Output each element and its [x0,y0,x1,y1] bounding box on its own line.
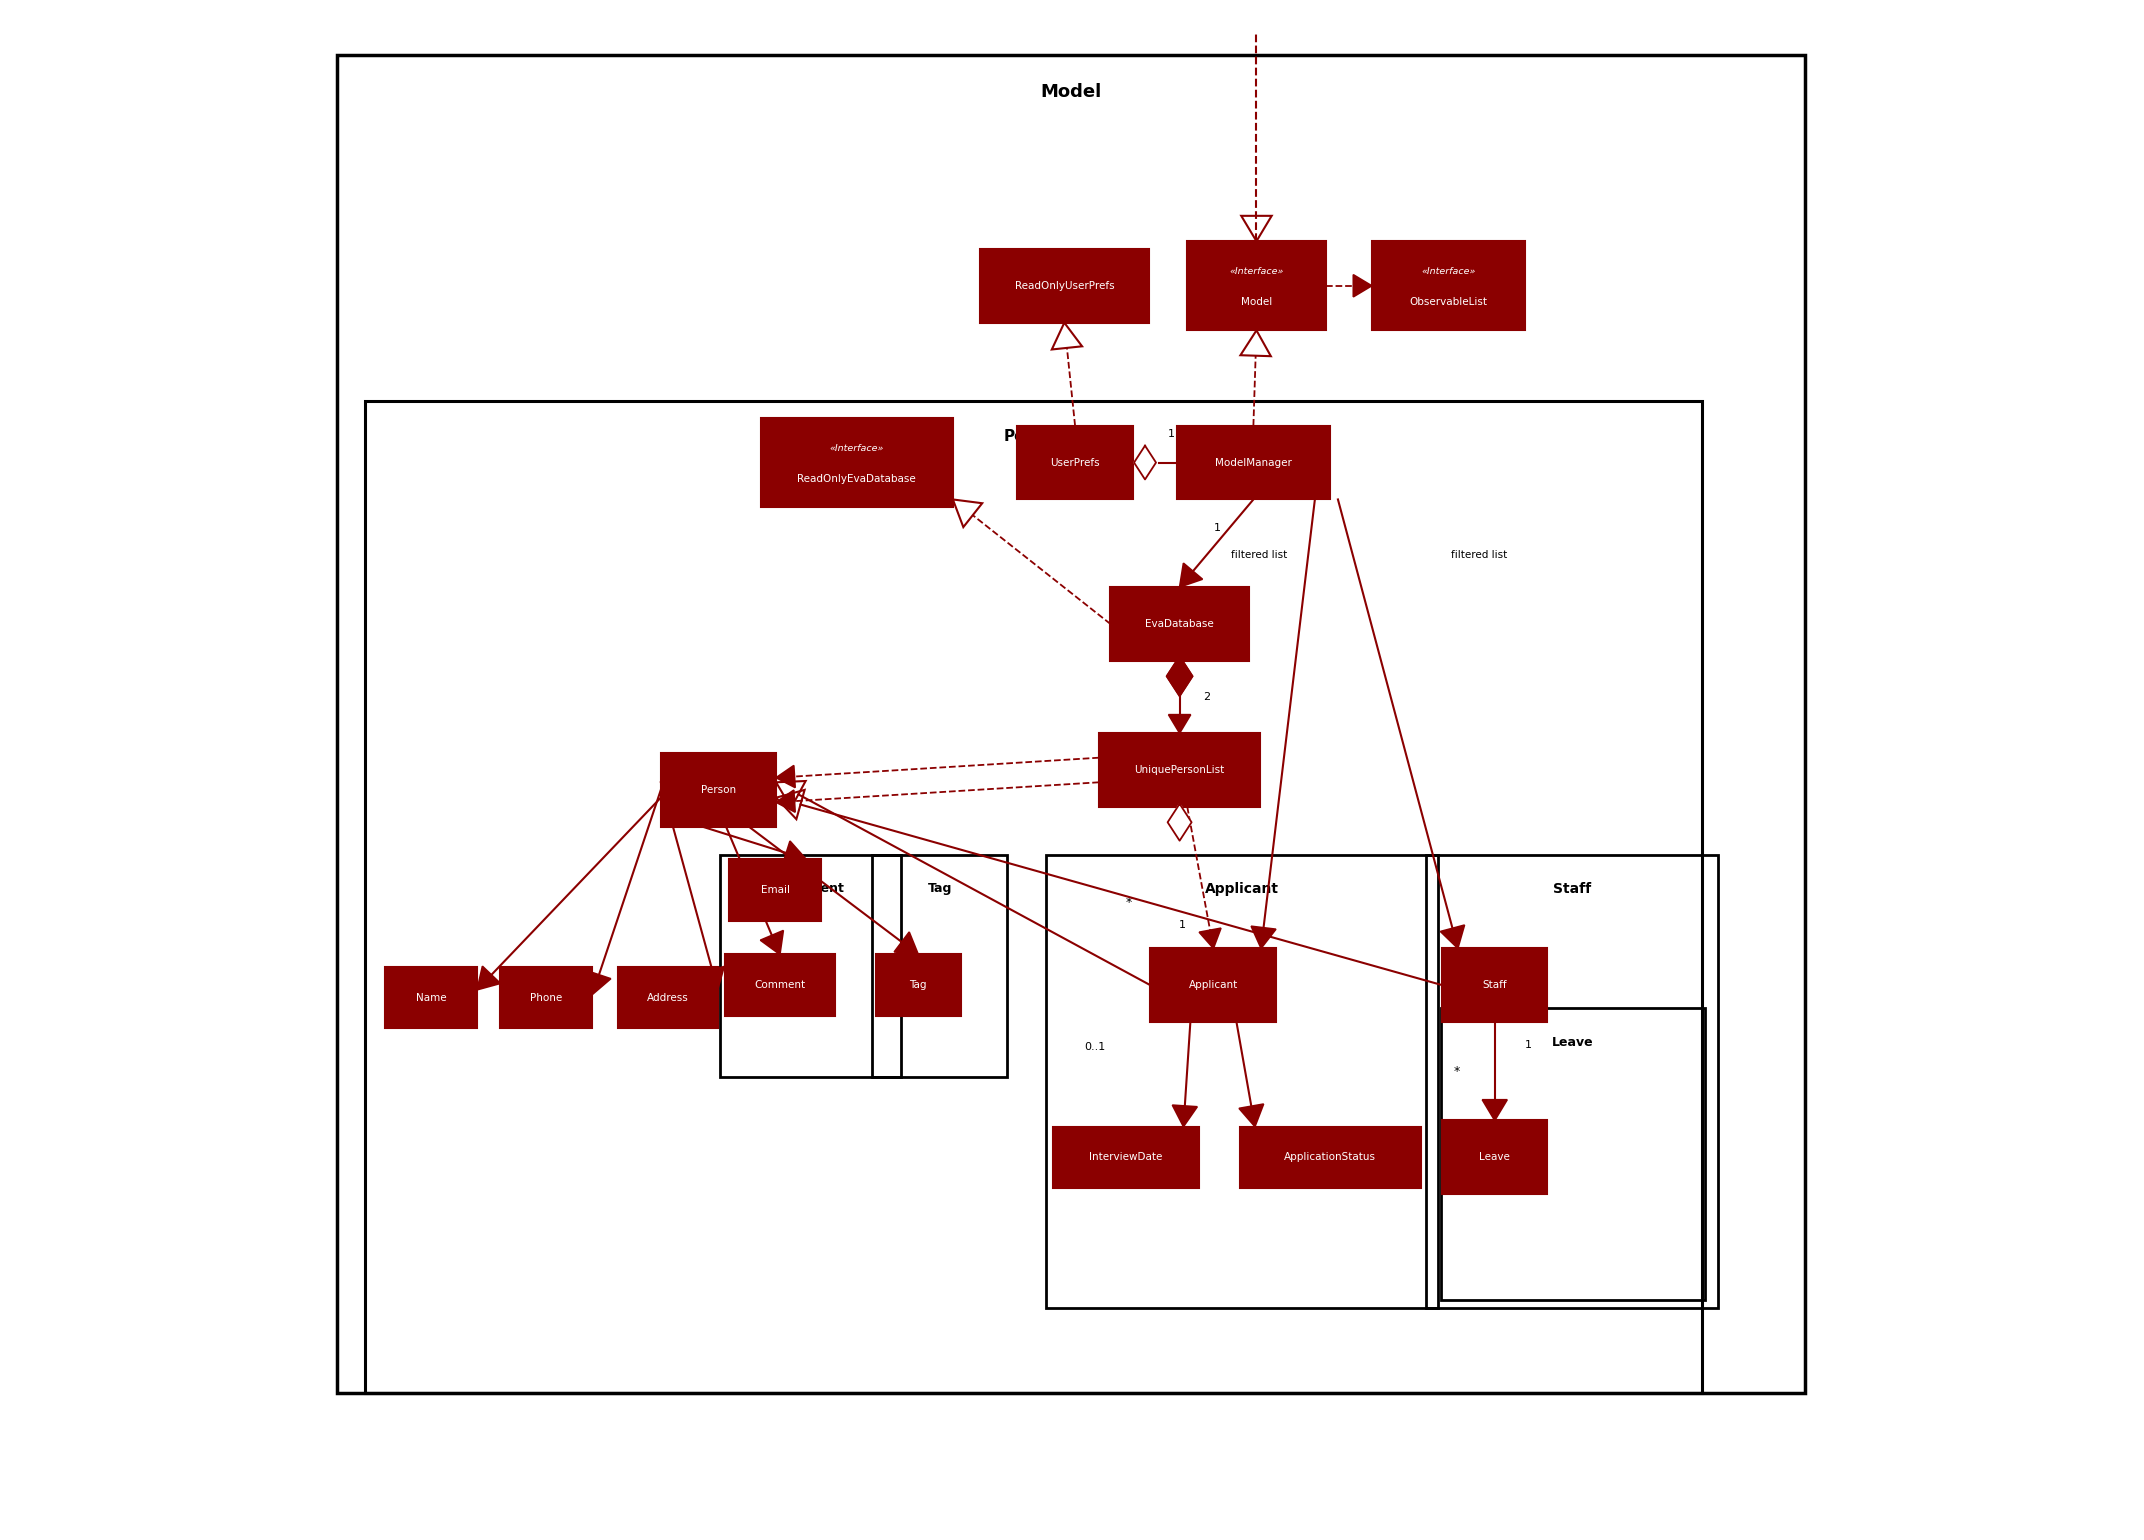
Text: «Interface»: «Interface» [1229,266,1284,276]
Bar [660,753,776,827]
Polygon shape [1179,564,1203,587]
Bar [720,855,900,1078]
Polygon shape [1239,1104,1263,1127]
Bar [1053,1127,1198,1189]
Bar [1111,587,1248,661]
Bar [386,967,478,1029]
Polygon shape [1441,926,1464,949]
Bar [1239,1127,1421,1189]
Text: InterviewDate: InterviewDate [1089,1152,1162,1163]
Polygon shape [701,967,725,990]
Text: Email: Email [761,885,789,895]
Bar [729,859,821,921]
Bar [617,967,718,1029]
Text: filtered list: filtered list [1451,550,1507,559]
Text: Person: Person [701,785,735,795]
Polygon shape [1252,926,1276,949]
Polygon shape [1168,804,1192,841]
Bar [1151,949,1276,1023]
Text: ReadOnlyEvaDatabase: ReadOnlyEvaDatabase [798,474,915,484]
Text: Name: Name [416,992,446,1003]
Polygon shape [587,970,611,995]
Bar [1441,1009,1704,1300]
Text: Comment: Comment [755,981,806,990]
Text: Comment: Comment [778,882,845,895]
Polygon shape [776,765,795,787]
Text: 2: 2 [1203,691,1209,702]
Bar [364,400,1702,1392]
Bar [500,967,592,1029]
Text: UserPrefs: UserPrefs [1051,457,1100,468]
Text: 0..1: 0..1 [1085,1041,1106,1052]
Text: EvaDatabase: EvaDatabase [1145,619,1214,628]
Text: Tag: Tag [909,981,926,990]
Text: Person: Person [1003,428,1063,444]
Polygon shape [478,966,500,990]
Text: Phone: Phone [530,992,562,1003]
Text: «Interface»: «Interface» [830,444,883,453]
Bar [980,249,1149,323]
Text: Staff: Staff [1552,882,1591,896]
Polygon shape [1166,656,1192,696]
Text: «Interface»: «Interface» [1421,266,1475,276]
Polygon shape [761,930,783,955]
Bar [1177,425,1329,499]
Polygon shape [1353,274,1372,297]
Polygon shape [894,932,918,955]
Text: *: * [1454,1064,1460,1078]
Text: UniquePersonList: UniquePersonList [1134,765,1224,775]
Text: 1: 1 [1179,921,1186,930]
Text: Staff: Staff [1482,981,1507,990]
Polygon shape [776,790,795,812]
Bar [873,855,1008,1078]
Text: filtered list: filtered list [1231,550,1289,559]
Polygon shape [1173,1106,1196,1127]
Text: ModelManager: ModelManager [1216,457,1293,468]
Bar [337,55,1805,1392]
Text: Model: Model [1040,83,1102,100]
Text: Applicant: Applicant [1188,981,1237,990]
Text: Tag: Tag [928,882,952,895]
Bar [1046,855,1439,1307]
Text: Address: Address [647,992,688,1003]
Polygon shape [1134,445,1156,479]
Bar [877,955,961,1016]
Text: Model: Model [1241,297,1271,306]
Bar [725,955,836,1016]
Polygon shape [1482,1100,1507,1121]
Polygon shape [1168,715,1190,733]
Text: *: * [1126,896,1132,909]
Bar [1443,1121,1548,1195]
Bar [1100,733,1261,807]
Bar [1372,242,1527,331]
Bar [1443,949,1548,1023]
Text: 1: 1 [1524,1040,1533,1050]
Text: Applicant: Applicant [1205,882,1278,896]
Text: ApplicationStatus: ApplicationStatus [1284,1152,1376,1163]
Bar [761,417,952,507]
Text: Leave: Leave [1479,1152,1509,1163]
Bar [1188,242,1325,331]
Text: ObservableList: ObservableList [1409,297,1488,306]
Text: 1: 1 [1168,430,1175,439]
Bar [1018,425,1132,499]
Text: 1: 1 [1214,524,1220,533]
Text: ReadOnlyUserPrefs: ReadOnlyUserPrefs [1014,280,1115,291]
Text: Leave: Leave [1552,1036,1593,1049]
Polygon shape [783,841,806,865]
Bar [1426,855,1717,1307]
Polygon shape [1198,929,1220,949]
